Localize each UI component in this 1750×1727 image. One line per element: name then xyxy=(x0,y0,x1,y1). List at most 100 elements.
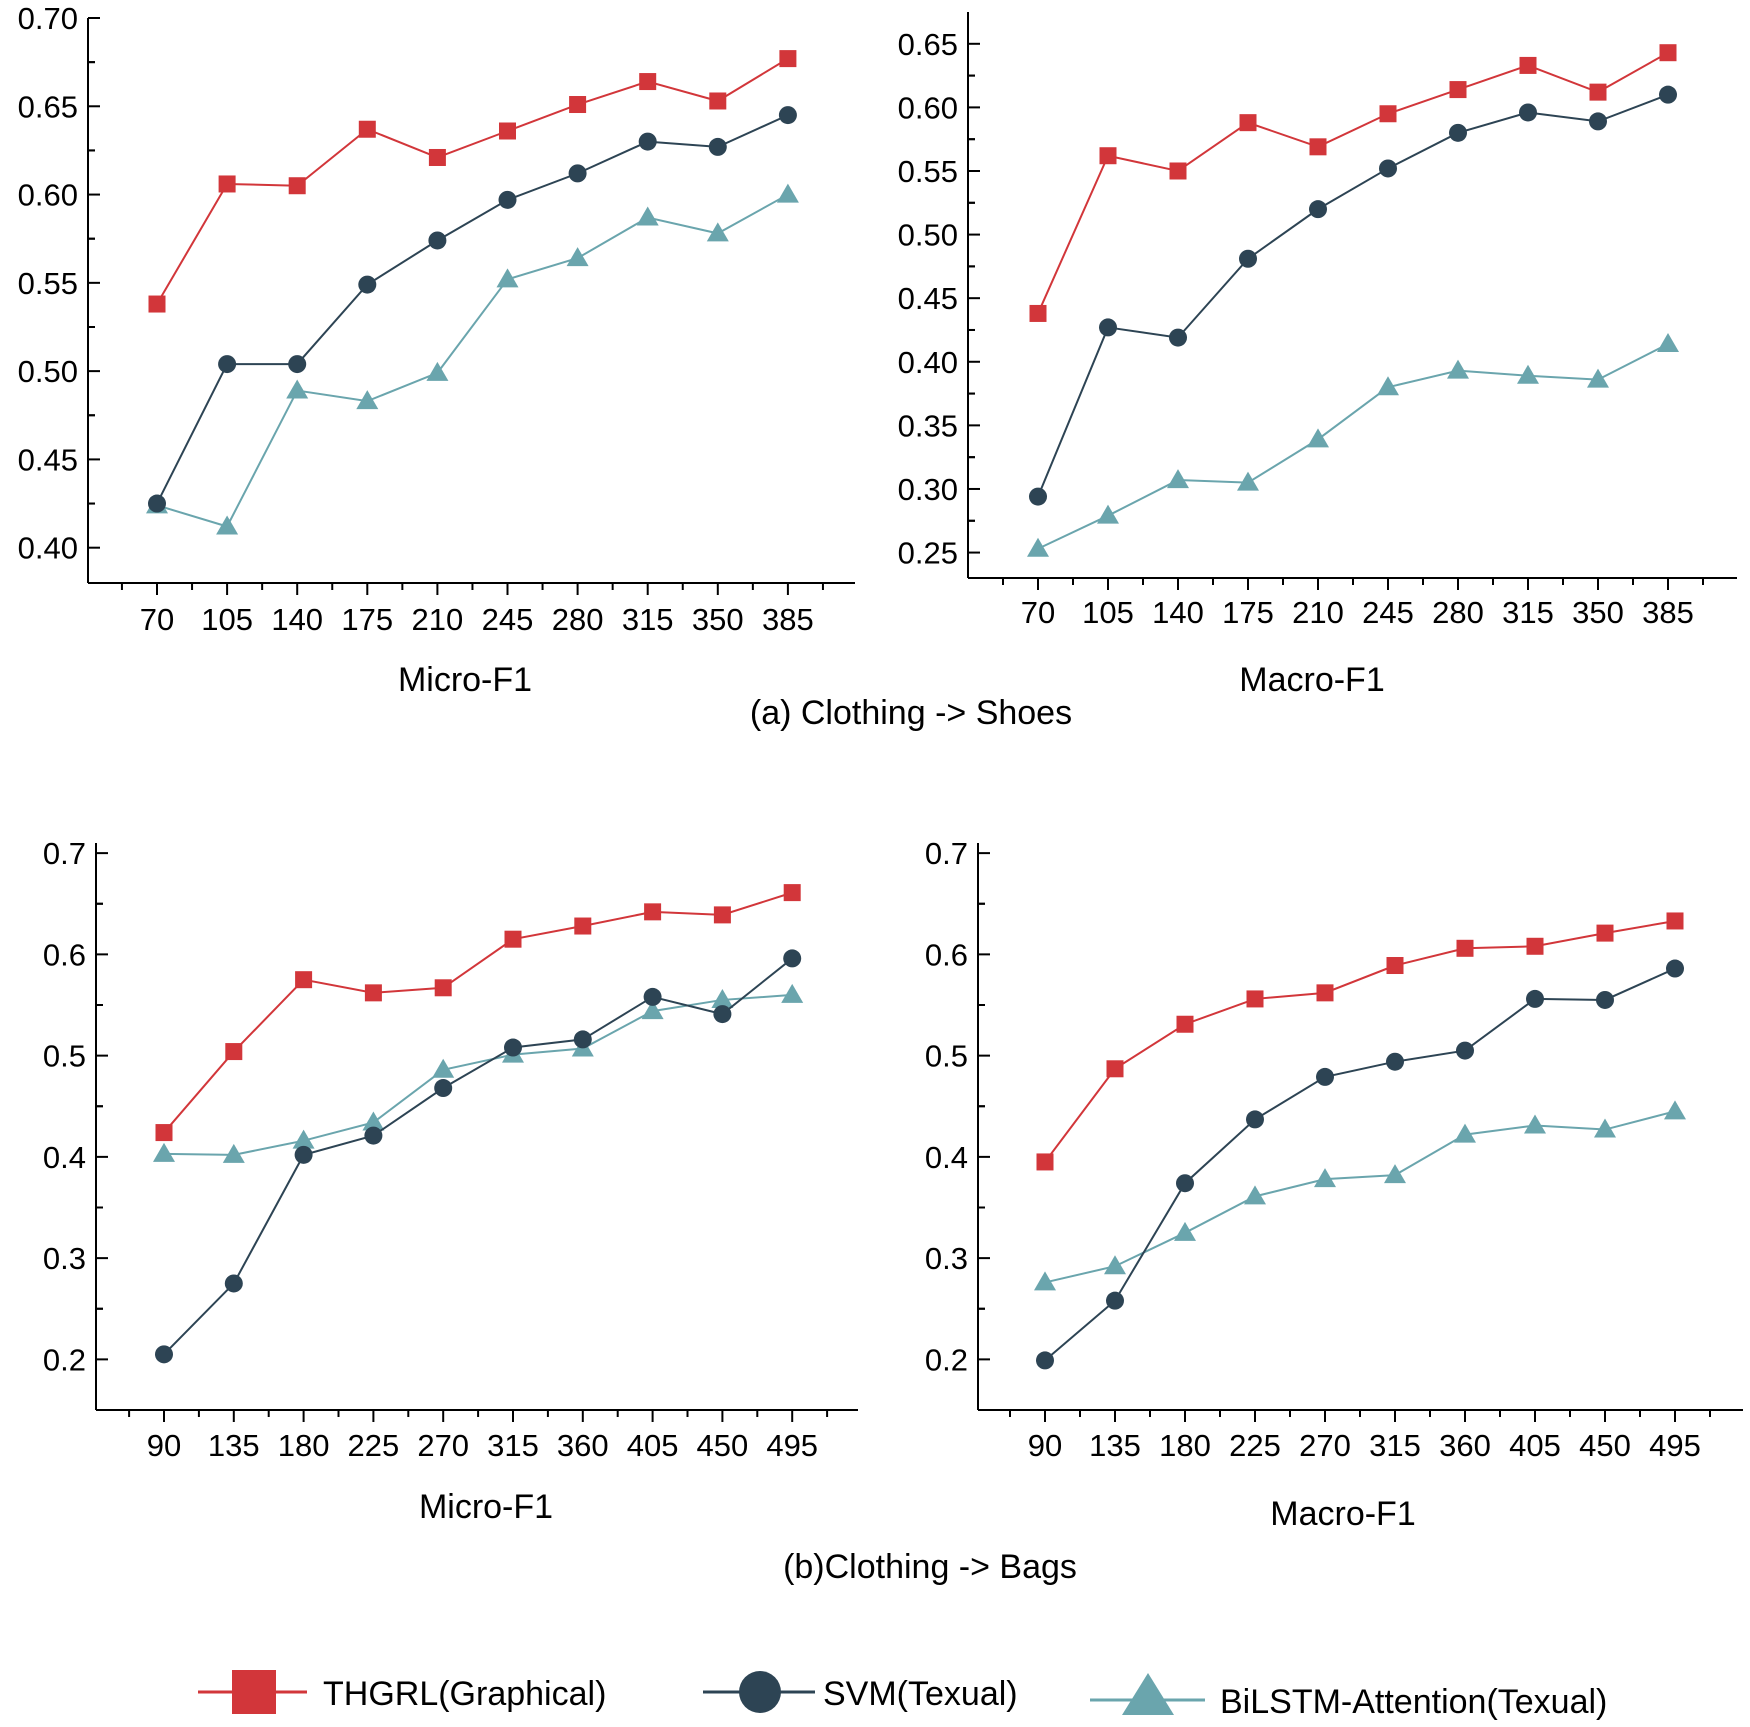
data-point-triangle xyxy=(781,983,804,1003)
data-point-triangle xyxy=(1517,364,1539,384)
data-point-triangle xyxy=(1027,537,1049,557)
caption-a: (a) Clothing -> Shoes xyxy=(750,694,1072,732)
data-point-circle xyxy=(224,1274,243,1293)
legend-label-svm: SVM(Texual) xyxy=(823,1675,1018,1713)
data-point-triangle xyxy=(222,1143,245,1163)
x-tick-label: 270 xyxy=(417,1428,469,1463)
data-point-square xyxy=(574,917,592,935)
data-point-circle xyxy=(155,1345,173,1364)
legend-circle-marker xyxy=(739,1671,781,1713)
data-point-square xyxy=(644,903,662,921)
x-tick-label: 180 xyxy=(1159,1428,1211,1463)
x-axis-title: Micro-F1 xyxy=(398,661,532,699)
x-tick-label: 315 xyxy=(622,602,674,637)
data-point-circle xyxy=(288,355,307,374)
data-point-square xyxy=(1309,138,1327,156)
y-tick-label: 0.55 xyxy=(898,154,958,189)
data-point-triangle xyxy=(292,1129,315,1149)
x-tick-label: 105 xyxy=(201,602,253,637)
x-tick-label: 175 xyxy=(341,602,393,637)
data-point-triangle xyxy=(1097,504,1119,524)
series-line xyxy=(1044,967,1676,1362)
data-point-triangle xyxy=(1657,332,1679,352)
data-point-triangle xyxy=(216,515,239,535)
data-point-circle xyxy=(1246,1110,1264,1129)
data-point-circle xyxy=(708,137,727,156)
legend-label-thgrl: THGRL(Graphical) xyxy=(323,1675,606,1713)
data-point-circle xyxy=(1449,123,1467,142)
x-tick-label: 105 xyxy=(1082,595,1134,630)
legend-square-marker xyxy=(232,1670,276,1714)
data-point-circle xyxy=(1519,103,1537,122)
y-tick-label: 0.3 xyxy=(925,1241,968,1276)
x-tick-label: 210 xyxy=(1292,595,1344,630)
x-axis-title: Micro-F1 xyxy=(419,1488,553,1526)
data-point-square xyxy=(1666,912,1684,930)
data-point-circle xyxy=(218,355,237,374)
data-point-circle xyxy=(1596,990,1614,1009)
data-point-circle xyxy=(1456,1041,1474,1060)
series-line xyxy=(1044,1110,1676,1284)
x-tick-label: 280 xyxy=(552,602,604,637)
data-point-square xyxy=(504,930,522,948)
data-point-square xyxy=(1449,81,1467,99)
series-line xyxy=(156,193,789,528)
data-point-circle xyxy=(1176,1174,1194,1193)
data-point-square xyxy=(1659,44,1677,62)
y-tick-label: 0.7 xyxy=(925,836,968,871)
data-point-circle xyxy=(498,190,517,209)
data-point-triangle xyxy=(566,247,589,267)
y-tick-label: 0.25 xyxy=(898,536,958,571)
legend-item-thgrl: THGRL(Graphical) xyxy=(198,1670,606,1714)
data-point-triangle xyxy=(362,1111,385,1131)
data-point-triangle xyxy=(1307,428,1329,448)
data-point-triangle xyxy=(1237,471,1259,491)
data-point-square xyxy=(1379,105,1397,123)
x-tick-label: 245 xyxy=(1362,595,1414,630)
x-axis-title: Macro-F1 xyxy=(1270,1495,1415,1533)
x-tick-label: 495 xyxy=(766,1428,818,1463)
y-tick-label: 0.40 xyxy=(898,345,958,380)
data-point-square xyxy=(569,96,587,114)
data-point-triangle xyxy=(153,1142,175,1162)
data-point-square xyxy=(1526,937,1544,955)
x-tick-label: 70 xyxy=(140,602,174,637)
data-point-circle xyxy=(1666,959,1684,978)
chart-a-micro-f1: 0.40 0.45 0.50 0.55 0.60 0.65 0.70 70 105 140 175 2… xyxy=(18,1,855,699)
data-point-circle xyxy=(434,1079,453,1098)
data-point-square xyxy=(639,73,657,91)
x-tick-label: 90 xyxy=(147,1428,181,1463)
data-point-square xyxy=(1456,939,1474,957)
series-bilstm-attention xyxy=(146,183,799,535)
series-thgrl xyxy=(1036,912,1684,1171)
data-point-triangle xyxy=(1524,1114,1546,1134)
x-tick-label: 175 xyxy=(1222,595,1274,630)
data-point-circle xyxy=(1239,249,1257,268)
data-point-square xyxy=(1106,1060,1124,1078)
data-point-triangle xyxy=(1104,1255,1126,1275)
data-point-triangle xyxy=(1454,1123,1476,1143)
data-point-triangle xyxy=(286,379,309,399)
y-tick-label: 0.30 xyxy=(898,472,958,507)
data-point-triangle xyxy=(776,183,799,203)
x-tick-label: 135 xyxy=(208,1428,260,1463)
y-tick-label: 0.5 xyxy=(43,1039,86,1074)
data-point-circle xyxy=(1316,1067,1334,1086)
series-thgrl xyxy=(148,50,797,313)
x-tick-label: 315 xyxy=(487,1428,539,1463)
y-tick-label: 0.45 xyxy=(18,442,78,477)
y-tick-label: 0.50 xyxy=(18,354,78,389)
data-point-triangle xyxy=(636,206,659,226)
x-tick-label: 245 xyxy=(482,602,534,637)
x-tick-label: 70 xyxy=(1021,595,1055,630)
data-point-square xyxy=(358,120,376,138)
data-point-circle xyxy=(294,1145,313,1164)
y-tick-label: 0.3 xyxy=(43,1241,86,1276)
chart-a-macro-f1: 0.25 0.30 0.35 0.40 0.45 0.50 0.55 0.60 0.65 70 10… xyxy=(898,12,1737,699)
data-point-square xyxy=(709,92,727,110)
x-tick-label: 140 xyxy=(1152,595,1204,630)
data-point-circle xyxy=(1106,1291,1124,1310)
data-point-circle xyxy=(364,1126,383,1145)
y-tick-label: 0.6 xyxy=(925,937,968,972)
